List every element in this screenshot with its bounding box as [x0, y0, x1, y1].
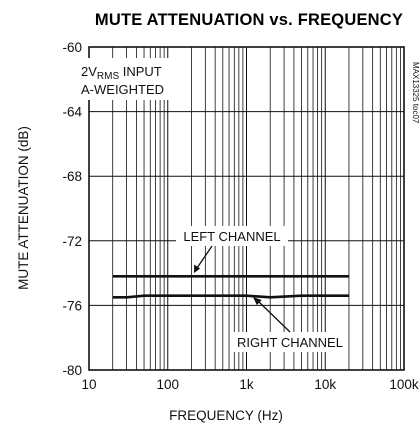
left-label-background — [176, 226, 288, 246]
y-tick-label: -64 — [62, 105, 82, 120]
y-tick-labels: -60 -64 -68 -72 -76 -80 — [62, 40, 82, 378]
series-lines — [112, 274, 349, 299]
grid — [89, 47, 404, 370]
chart-title: MUTE ATTENUATION vs. FREQUENCY — [95, 11, 403, 29]
left-channel-pointer — [196, 245, 213, 269]
right-channel-pointer — [257, 300, 291, 333]
x-axis-label: FREQUENCY (Hz) — [169, 408, 283, 423]
y-tick-label: -68 — [62, 169, 82, 184]
y-axis-label: MUTE ATTENUATION (dB) — [16, 126, 31, 290]
x-tick-label: 10k — [314, 377, 336, 392]
x-tick-label: 10 — [81, 377, 96, 392]
plot-frame — [88, 46, 405, 371]
left-channel-label: LEFT CHANNEL — [183, 229, 280, 244]
x-tick-label: 1k — [239, 377, 254, 392]
weighting-note: A-WEIGHTED — [81, 82, 164, 97]
y-tick-label: -72 — [62, 234, 82, 249]
y-tick-label: -80 — [62, 363, 82, 378]
x-tick-labels: 10 100 1k 10k 100k — [81, 377, 418, 392]
right-channel-arrowhead — [253, 297, 262, 305]
x-tick-label: 100 — [156, 377, 179, 392]
input-level-note: 2VRMS INPUT — [81, 64, 162, 82]
left-channel-arrowhead — [194, 264, 201, 273]
right-channel-line — [112, 294, 349, 299]
input-note-background — [76, 58, 180, 100]
y-tick-label: -76 — [62, 298, 82, 313]
figure-code: MAX13325 toc07 — [411, 62, 420, 124]
right-channel-label: RIGHT CHANNEL — [237, 335, 343, 350]
y-tick-label: -60 — [62, 40, 82, 55]
x-tick-label: 100k — [389, 377, 419, 392]
right-label-background — [232, 332, 346, 352]
